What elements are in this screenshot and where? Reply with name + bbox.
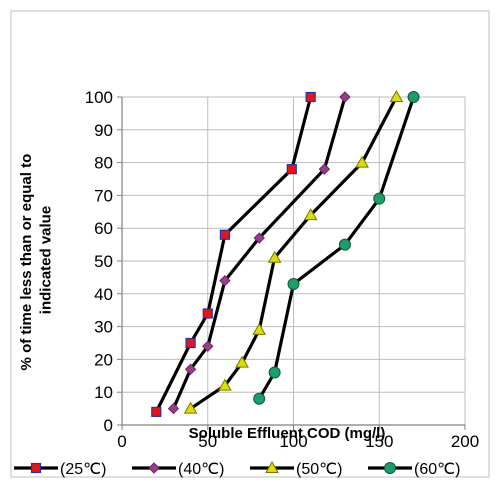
data-point bbox=[202, 308, 213, 319]
legend-item: (60℃) bbox=[368, 461, 460, 478]
legend-item: (50℃) bbox=[250, 460, 342, 478]
x-tick-label: 50 bbox=[198, 432, 217, 451]
legend: (25℃) (40℃) (50℃) (60℃) bbox=[14, 460, 460, 478]
series-1 bbox=[151, 91, 316, 417]
legend-item: (40℃) bbox=[132, 461, 224, 478]
y-axis-title-line-1: % of time less than or equal to bbox=[18, 154, 35, 371]
data-point bbox=[151, 406, 162, 417]
y-tick-label: 0 bbox=[104, 416, 113, 435]
data-point bbox=[235, 355, 249, 368]
data-point bbox=[252, 322, 267, 335]
legend-marker bbox=[30, 462, 42, 474]
data-point bbox=[202, 340, 214, 352]
data-point bbox=[355, 155, 369, 168]
legend-item: (25℃) bbox=[14, 461, 106, 478]
series-line bbox=[189, 95, 398, 411]
series-4 bbox=[253, 91, 420, 405]
data-point bbox=[253, 232, 265, 244]
legend-label: (40℃) bbox=[178, 461, 224, 478]
y-tick-label: 100 bbox=[85, 88, 113, 107]
legend-label: (25℃) bbox=[60, 461, 106, 478]
data-point bbox=[305, 91, 316, 103]
y-tick-label: 50 bbox=[94, 252, 113, 271]
x-tick-label: 150 bbox=[365, 432, 393, 451]
x-tick-label: 0 bbox=[117, 432, 126, 451]
legend-label: (50℃) bbox=[296, 461, 342, 478]
y-tick-label: 30 bbox=[94, 318, 113, 337]
plot-area bbox=[151, 89, 420, 417]
data-point bbox=[339, 91, 351, 103]
y-tick-label: 80 bbox=[94, 154, 113, 173]
data-point bbox=[389, 89, 404, 102]
y-tick-label: 70 bbox=[94, 186, 113, 205]
grid bbox=[122, 96, 466, 425]
legend-marker bbox=[148, 462, 160, 474]
y-tick-label: 40 bbox=[94, 285, 113, 304]
y-axis-title: % of time less than or equal to indicate… bbox=[18, 150, 55, 371]
series-line bbox=[154, 95, 313, 414]
y-tick-label: 60 bbox=[94, 219, 113, 238]
axes bbox=[10, 10, 490, 478]
data-point bbox=[185, 337, 196, 349]
data-point bbox=[183, 401, 198, 414]
legend-label: (60℃) bbox=[414, 461, 460, 478]
data-point bbox=[167, 402, 180, 415]
tick-labels: 0 10 20 30 40 50 60 70 80 90 100 0 50 100 150 200 bbox=[85, 88, 480, 451]
data-point bbox=[219, 274, 231, 287]
data-point bbox=[253, 392, 266, 405]
y-tick-label: 90 bbox=[94, 121, 113, 140]
series-2 bbox=[167, 91, 351, 415]
x-axis-title: Soluble Effluent COD (mg/l) bbox=[189, 425, 386, 442]
data-point bbox=[407, 91, 420, 103]
data-point bbox=[373, 192, 386, 205]
legend-marker bbox=[384, 462, 396, 474]
data-point bbox=[267, 250, 282, 263]
x-tick-label: 100 bbox=[279, 432, 307, 451]
y-tick-label: 10 bbox=[94, 383, 113, 402]
x-tick-label: 200 bbox=[451, 432, 479, 451]
data-point bbox=[287, 277, 300, 290]
data-point bbox=[318, 163, 331, 175]
data-point bbox=[219, 229, 230, 240]
legend-marker bbox=[265, 460, 279, 473]
series-3 bbox=[183, 89, 404, 414]
series-line bbox=[171, 95, 347, 411]
y-tick-label: 20 bbox=[94, 350, 113, 369]
chart-border bbox=[10, 10, 490, 478]
data-point bbox=[184, 363, 197, 375]
data-point bbox=[218, 378, 232, 391]
data-point bbox=[303, 208, 318, 221]
y-axis-title-line-2: indicated value bbox=[38, 206, 55, 314]
data-point bbox=[286, 164, 297, 175]
data-point bbox=[338, 238, 351, 251]
data-point bbox=[268, 366, 281, 379]
